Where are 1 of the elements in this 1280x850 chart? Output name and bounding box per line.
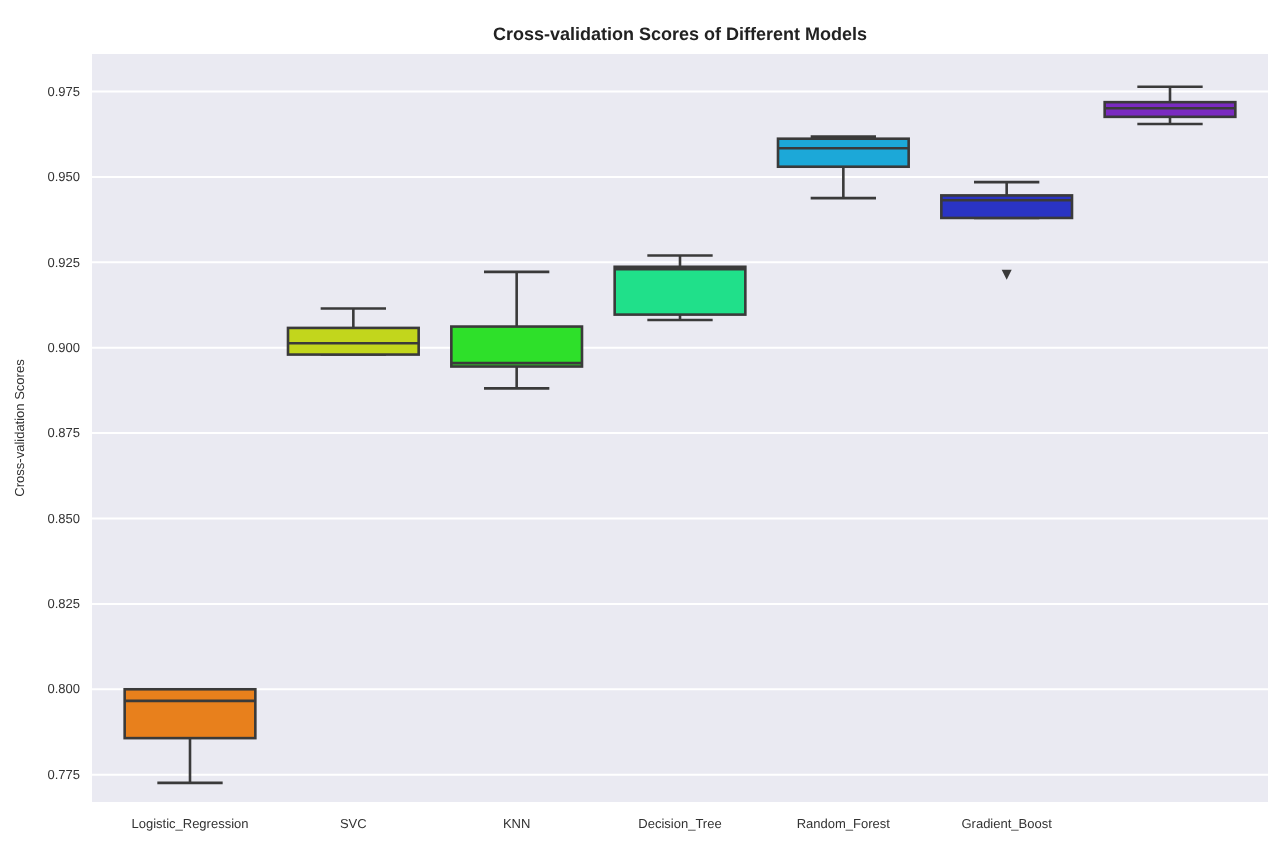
chart-title: Cross-validation Scores of Different Models bbox=[492, 24, 868, 44]
